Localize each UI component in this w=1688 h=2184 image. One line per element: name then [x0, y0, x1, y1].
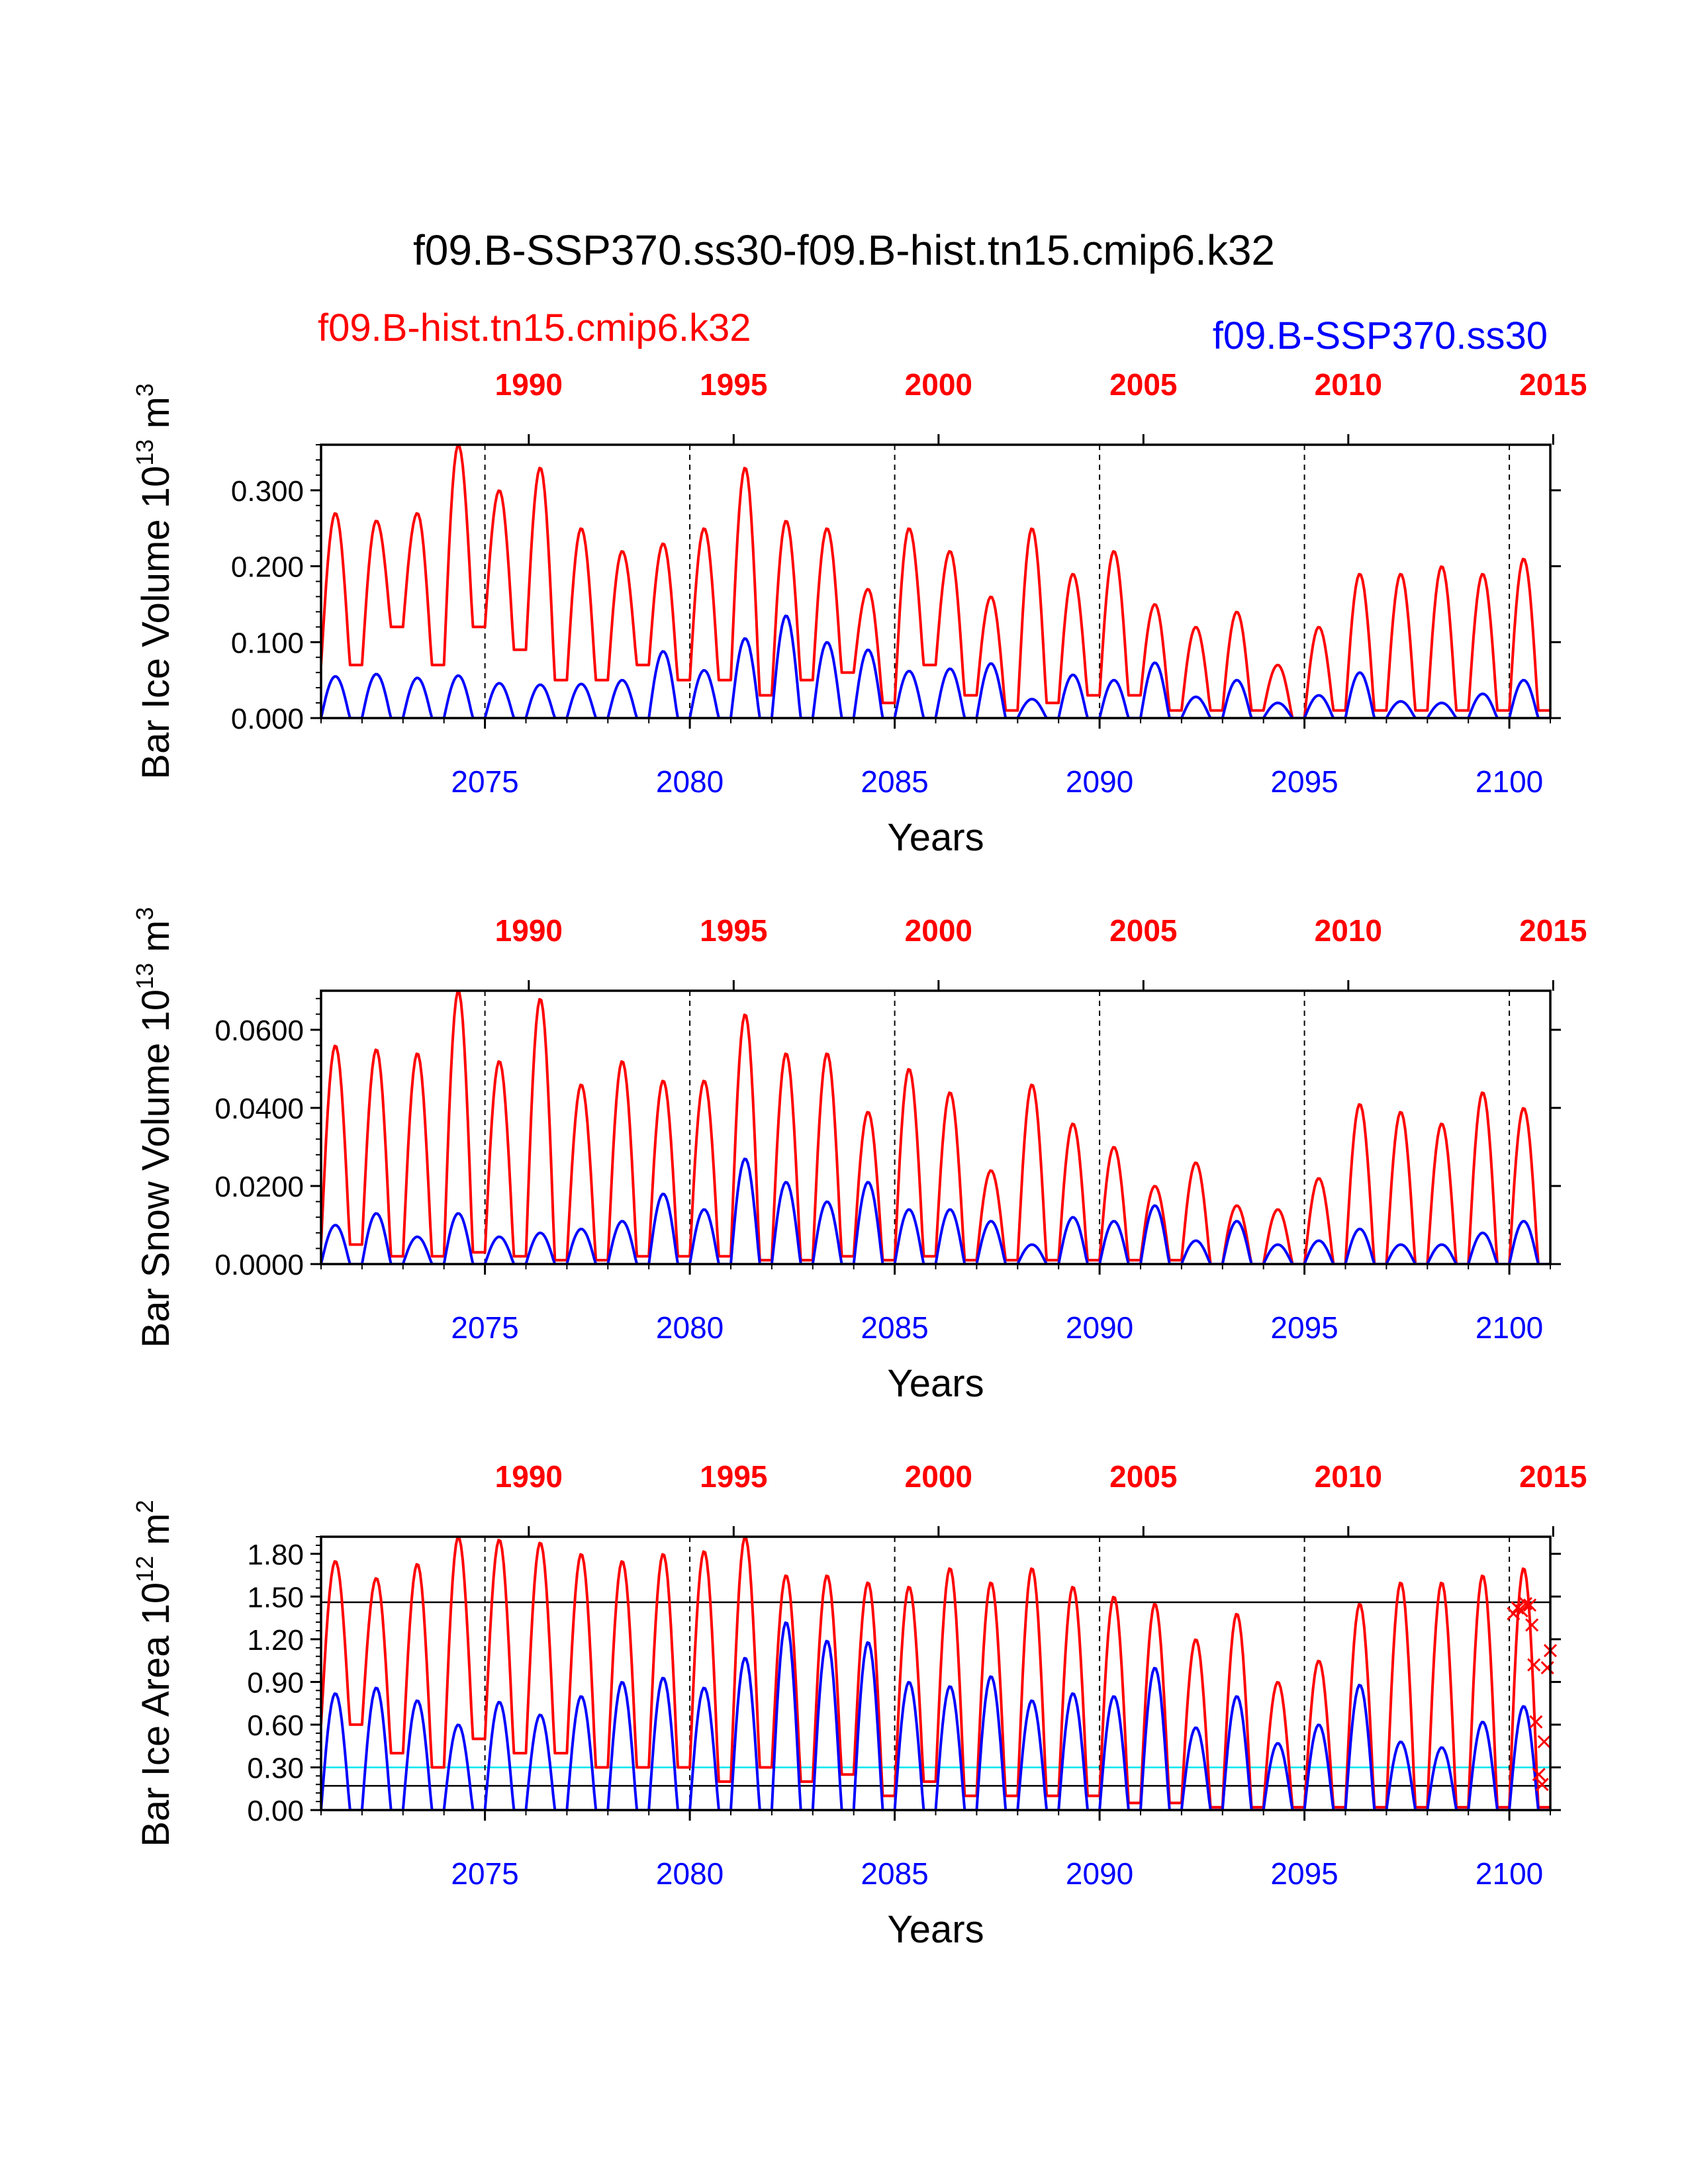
- x-tick-label-bottom: 2095: [1270, 1856, 1338, 1891]
- y-tick-label: 0.60: [247, 1709, 304, 1742]
- x-tick-label-bottom: 2100: [1476, 1310, 1543, 1345]
- scatter-marker: [1519, 1597, 1532, 1611]
- x-tick-label-top: 1990: [495, 913, 563, 948]
- scatter-marker: [1535, 1778, 1549, 1792]
- y-axis-title-exponent: 12: [131, 1556, 158, 1582]
- x-tick-label-top: 2000: [905, 1459, 972, 1494]
- scatter-marker: [1507, 1607, 1521, 1621]
- y-axis-title: Bar Ice Area 1012 m2: [131, 1500, 177, 1846]
- x-tick-label-bottom: 2080: [656, 764, 724, 799]
- plot-area: [321, 991, 1550, 1264]
- plot-area: [321, 1537, 1550, 1810]
- x-tick-label-top: 2015: [1519, 367, 1587, 402]
- series-line-red: [321, 991, 1550, 1264]
- x-tick-label-bottom: 2075: [451, 1310, 518, 1345]
- x-tick-label-top: 2000: [905, 913, 972, 948]
- x-tick-label-top: 2015: [1519, 913, 1587, 948]
- y-axis-title-part: m: [134, 920, 177, 962]
- scatter-marker: [1527, 1658, 1541, 1672]
- y-axis-title-part: Bar Snow Volume 10: [134, 989, 177, 1348]
- y-axis-title-part: m: [134, 1513, 177, 1555]
- x-tick-label-top: 1990: [495, 367, 563, 402]
- x-tick-label-bottom: 2100: [1476, 1856, 1543, 1891]
- y-tick-label: 0.90: [247, 1666, 304, 1699]
- series-line-red: [321, 445, 1550, 718]
- y-axis-title-exponent: 3: [131, 907, 158, 920]
- x-tick-label-top: 2000: [905, 367, 972, 402]
- y-axis-title-exponent: 13: [131, 963, 158, 989]
- y-axis-title-exponent: 13: [131, 439, 158, 466]
- x-axis-title: Years: [887, 1908, 984, 1951]
- scatter-marker: [1515, 1604, 1528, 1617]
- panels: 0.000 0.100 0.200 0.300 2075 2080 2085 2090 2095…: [131, 367, 1587, 1951]
- x-axis-title: Years: [887, 1362, 984, 1405]
- scatter-marker: [1532, 1768, 1546, 1782]
- x-tick-label-top: 1995: [700, 1459, 767, 1494]
- x-tick-label-bottom: 2075: [451, 1856, 518, 1891]
- y-axis-title-exponent: 2: [131, 1500, 158, 1513]
- x-tick-label-bottom: 2075: [451, 764, 518, 799]
- y-tick-label: 1.80: [247, 1539, 304, 1571]
- y-axis-title-exponent: 3: [131, 383, 158, 396]
- plot-area: [321, 445, 1550, 718]
- y-tick-label: 0.200: [231, 551, 304, 584]
- y-axis-title-part: Bar Ice Area 10: [134, 1582, 177, 1847]
- legend-red-case: f09.B-hist.tn15.cmip6.k32: [318, 306, 751, 349]
- x-tick-label-bottom: 2085: [861, 764, 928, 799]
- y-axis-title: Bar Ice Volume 1013 m3: [131, 383, 177, 779]
- x-tick-label-bottom: 2095: [1270, 1310, 1338, 1345]
- x-tick-label-top: 2015: [1519, 1459, 1587, 1494]
- y-axis-title: Bar Snow Volume 1013 m3: [131, 907, 177, 1347]
- y-axis-title-part: m: [134, 396, 177, 439]
- x-tick-label-bottom: 2085: [861, 1310, 928, 1345]
- scatter-marker: [1525, 1618, 1539, 1632]
- y-tick-label: 0.100: [231, 627, 304, 659]
- y-tick-label: 0.0200: [214, 1171, 304, 1203]
- y-tick-label: 0.00: [247, 1795, 304, 1827]
- panel-1: 0.000 0.100 0.200 0.300 2075 2080 2085 2090 2095…: [131, 367, 1587, 859]
- y-tick-label: 0.000: [231, 703, 304, 735]
- plot-frame: [320, 443, 1552, 719]
- x-tick-label-top: 2010: [1315, 1459, 1382, 1494]
- y-tick-label: 0.30: [247, 1752, 304, 1784]
- x-tick-label-bottom: 2090: [1066, 1856, 1133, 1891]
- x-tick-label-top: 2005: [1109, 913, 1177, 948]
- x-tick-label-top: 2005: [1109, 367, 1177, 402]
- x-tick-label-bottom: 2085: [861, 1856, 928, 1891]
- x-tick-label-top: 1995: [700, 913, 767, 948]
- y-tick-label: 1.50: [247, 1581, 304, 1614]
- x-tick-label-top: 2005: [1109, 1459, 1177, 1494]
- x-tick-label-bottom: 2095: [1270, 764, 1338, 799]
- x-axis-title: Years: [887, 816, 984, 859]
- legend-blue-case: f09.B-SSP370.ss30: [1213, 314, 1548, 357]
- y-tick-label: 1.20: [247, 1624, 304, 1657]
- panel-3: 0.00 0.30 0.60 0.90 1.20 1.50 1.80 2075 2080 2085…: [131, 1459, 1587, 1951]
- x-tick-label-top: 1995: [700, 367, 767, 402]
- y-tick-label: 0.0000: [214, 1249, 304, 1281]
- x-tick-label-top: 2010: [1315, 913, 1382, 948]
- x-tick-label-bottom: 2080: [656, 1310, 724, 1345]
- y-tick-label: 0.300: [231, 475, 304, 508]
- x-tick-label-top: 1990: [495, 1459, 563, 1494]
- x-tick-label-bottom: 2090: [1066, 764, 1133, 799]
- y-tick-label: 0.0600: [214, 1015, 304, 1047]
- x-tick-label-top: 2010: [1315, 367, 1382, 402]
- scatter-marker: [1523, 1598, 1537, 1612]
- scatter-marker: [1529, 1715, 1543, 1729]
- series-line-blue: [321, 614, 1550, 718]
- panel-2: 0.0000 0.0200 0.0400 0.0600 2075 2080 2085 2090…: [131, 907, 1587, 1405]
- y-axis-title-part: Bar Ice Volume 10: [134, 466, 177, 780]
- scatter-marker: [1540, 1661, 1554, 1674]
- x-tick-label-bottom: 2080: [656, 1856, 724, 1891]
- scatter-marker: [1537, 1735, 1551, 1749]
- chart-title: f09.B-SSP370.ss30-f09.B-hist.tn15.cmip6.…: [413, 226, 1275, 274]
- y-tick-label: 0.0400: [214, 1093, 304, 1125]
- x-tick-label-bottom: 2100: [1476, 764, 1543, 799]
- x-tick-label-bottom: 2090: [1066, 1310, 1133, 1345]
